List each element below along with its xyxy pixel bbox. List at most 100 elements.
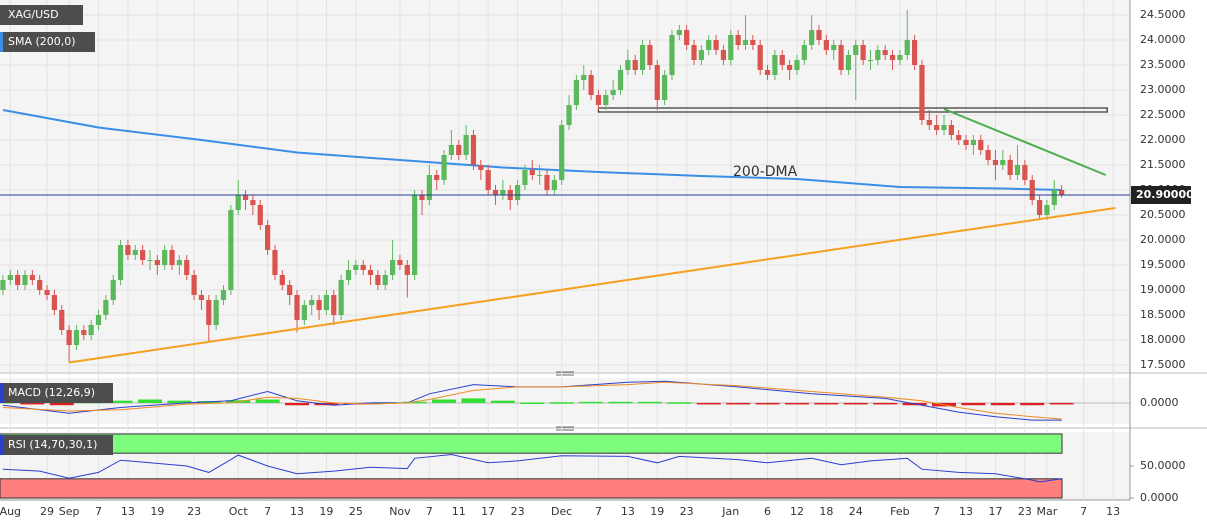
- macd-histogram-bar: [784, 402, 809, 405]
- x-tick-label: 23: [1018, 505, 1032, 518]
- candle-body: [654, 65, 660, 100]
- candle-body: [22, 275, 28, 285]
- candle-body: [735, 35, 741, 45]
- candle-body: [448, 145, 455, 155]
- sma-annotation: 200-DMA: [733, 164, 798, 180]
- macd-histogram-bar: [167, 400, 192, 403]
- candle-body: [764, 70, 771, 75]
- candle-body: [1014, 165, 1021, 175]
- candle-body: [441, 155, 447, 180]
- macd-histogram-bar: [1020, 402, 1045, 406]
- rsi-band: [0, 433, 1063, 454]
- label-marker: [0, 435, 3, 455]
- candle-body: [213, 300, 219, 325]
- candle-body: [551, 180, 557, 190]
- macd-line: [2, 380, 1062, 421]
- x-tick-label: 13: [121, 505, 135, 518]
- candle-body: [140, 250, 146, 260]
- y-tick-label: 18.5000: [1140, 308, 1186, 321]
- candle-body: [669, 35, 675, 75]
- candle-body: [463, 135, 469, 155]
- candle-body: [7, 275, 13, 280]
- candle-body: [367, 270, 374, 275]
- candle-body: [169, 250, 175, 265]
- candle-body: [934, 125, 940, 130]
- candle-body: [242, 195, 249, 200]
- last-price-box: [1131, 186, 1191, 204]
- candle-body: [1059, 190, 1065, 195]
- x-tick-label: 24: [849, 505, 863, 518]
- x-tick-label: Feb: [890, 505, 909, 518]
- macd-histogram-bar: [432, 399, 457, 403]
- candle-body: [88, 325, 94, 335]
- candle-body: [1000, 160, 1006, 165]
- x-tick-label: Jan: [721, 505, 739, 518]
- candle-body: [1007, 160, 1013, 175]
- y-tick-label: 17.5000: [1140, 358, 1186, 371]
- candle-body: [529, 170, 535, 175]
- candle-body: [316, 300, 322, 310]
- y-tick-label: 20.5000: [1140, 208, 1186, 221]
- y-tick-label: 0.0000: [1140, 396, 1179, 409]
- candle-body: [787, 65, 793, 70]
- x-tick-label: 23: [187, 505, 201, 518]
- y-tick-label: 19.0000: [1140, 283, 1186, 296]
- candle-body: [37, 280, 43, 290]
- x-tick-label: 23: [680, 505, 694, 518]
- candle-body: [963, 140, 969, 145]
- label-marker: [0, 383, 3, 403]
- label-box: [0, 5, 83, 25]
- candle-body: [301, 305, 307, 320]
- candle-body: [794, 60, 800, 70]
- macd-histogram-bar: [285, 402, 310, 406]
- candle-body: [353, 265, 359, 270]
- macd-histogram-bar: [696, 402, 721, 405]
- candle-body: [706, 40, 712, 50]
- candle-body: [867, 60, 874, 61]
- candle-body: [434, 175, 440, 180]
- rsi-band: [0, 478, 1063, 499]
- candle-body: [831, 45, 837, 50]
- candle-body: [698, 50, 704, 60]
- macd-histogram-bar: [814, 402, 839, 405]
- candle-body: [265, 225, 271, 250]
- candle-body: [588, 75, 594, 95]
- x-tick-label: Mar: [1037, 505, 1058, 518]
- macd-histogram-bar: [667, 402, 692, 404]
- x-tick-label: 17: [988, 505, 1002, 518]
- candle-body: [345, 270, 352, 280]
- candle-body: [809, 30, 815, 45]
- candle-body: [801, 45, 807, 60]
- candle-body: [1029, 180, 1035, 200]
- y-tick-label: 20.0000: [1140, 233, 1186, 246]
- candle-body: [103, 300, 109, 315]
- candle-body: [287, 285, 293, 295]
- candle-body: [676, 30, 682, 35]
- rsi-line: [2, 453, 1062, 483]
- macd-histogram-bar: [402, 401, 427, 404]
- candle-body: [750, 40, 756, 45]
- x-tick-label: 7: [95, 505, 102, 518]
- y-tick-label: 23.5000: [1140, 58, 1186, 71]
- x-tick-label: 12: [790, 505, 804, 518]
- y-tick-label: 19.5000: [1140, 258, 1186, 271]
- candle-body: [941, 125, 947, 130]
- candle-body: [625, 60, 631, 70]
- x-tick-label: 23: [511, 505, 525, 518]
- macd-histogram-bar: [843, 402, 868, 405]
- candle-body: [985, 150, 991, 160]
- y-tick-label: 24.0000: [1140, 33, 1186, 46]
- candle-body: [279, 275, 285, 285]
- macd-histogram-bar: [49, 402, 74, 406]
- macd-histogram-bar: [108, 400, 133, 403]
- candle-body: [1036, 200, 1043, 215]
- y-tick-label: 23.0000: [1140, 83, 1186, 96]
- candle-body: [419, 195, 425, 200]
- macd-histogram-bar: [961, 402, 986, 406]
- candle-body: [838, 45, 844, 70]
- macd-histogram-bar: [637, 401, 662, 404]
- price-pane: [0, 0, 1130, 372]
- candle-body: [882, 50, 888, 55]
- x-tick-label: 7: [426, 505, 433, 518]
